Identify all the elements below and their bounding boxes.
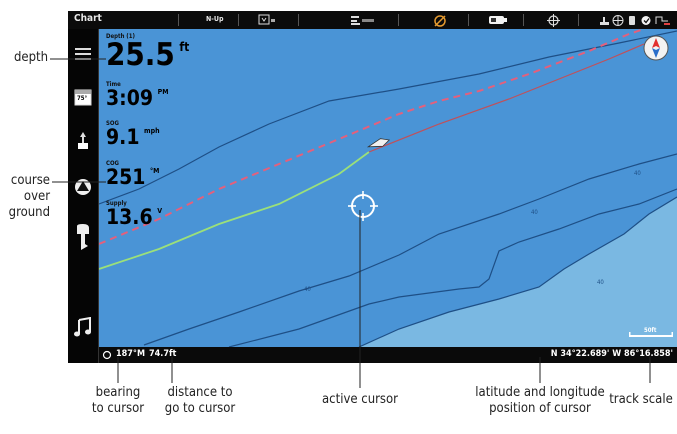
time-databox: Time 3:09 PM <box>106 81 168 109</box>
calendar-icon[interactable]: 75° <box>73 87 93 107</box>
depth-unit: ft <box>179 40 190 54</box>
callout-track-scale: track scale <box>609 392 673 407</box>
contour-line <box>143 153 677 346</box>
sonar-icon[interactable] <box>350 14 376 26</box>
divider <box>238 14 239 26</box>
status-icons <box>600 15 670 26</box>
contour-line <box>99 30 677 205</box>
contour-label: 40 <box>634 170 641 177</box>
callout-distance: distance to go to cursor <box>164 385 236 416</box>
battery-icon <box>489 16 507 24</box>
divider <box>178 14 179 26</box>
depth-value: 25.5 <box>106 37 175 73</box>
callout-depth: depth <box>13 50 48 65</box>
current-track <box>99 151 370 270</box>
heading-line <box>368 43 645 153</box>
active-cursor[interactable] <box>348 191 378 221</box>
contour-line <box>358 196 677 347</box>
contour-label: 40 <box>597 279 604 286</box>
cog-unit: °M <box>150 167 160 175</box>
supply-value: 13.6 <box>106 205 153 229</box>
water-deep <box>359 197 677 347</box>
depth-databox: Depth (1) 25.5 ft <box>106 33 189 71</box>
cursor-target-icon <box>102 350 112 360</box>
target-icon[interactable] <box>547 14 560 27</box>
chart-screen: Chart N-Up <box>68 11 677 363</box>
callout-cog: course over ground <box>8 173 50 220</box>
divider <box>398 14 399 26</box>
sog-databox: SOG 9.1 mph <box>106 120 160 148</box>
top-status-bar: Chart N-Up <box>68 11 677 29</box>
navigation-icon[interactable] <box>73 177 93 197</box>
cursor-position: N 34°22.689' W 86°16.858' <box>550 349 673 359</box>
water-temp-label: 75° <box>77 95 88 102</box>
callout-latlon: latitude and longitude position of curso… <box>475 385 605 416</box>
supply-label: Supply <box>106 200 127 207</box>
supply-databox: Supply 13.6 V <box>106 200 162 228</box>
time-value: 3:09 <box>106 86 153 110</box>
contour-label: 40 <box>531 209 538 216</box>
divider <box>298 14 299 26</box>
compass-icon[interactable] <box>643 35 669 61</box>
callout-active-cursor: active cursor <box>322 392 398 407</box>
old-track <box>99 29 645 245</box>
contour-line <box>228 188 677 347</box>
bearing-to-cursor: 187°M <box>116 349 146 359</box>
divider <box>468 14 469 26</box>
boat-icon <box>366 138 391 148</box>
divider <box>578 14 579 26</box>
depth-sounder-icon[interactable] <box>73 131 93 151</box>
callout-bearing: bearing to cursor <box>91 385 145 416</box>
orientation-label[interactable]: N-Up <box>206 15 224 23</box>
chart-map[interactable]: 40 40 40 40 50ft <box>99 29 677 347</box>
cursor-status-bar: 187°M 74.7ft N 34°22.689' W 86°16.858' <box>99 347 677 363</box>
cog-databox: COG 251 °M <box>106 160 159 188</box>
time-label: Time <box>106 81 121 88</box>
contour-label: 40 <box>304 286 311 293</box>
sog-value: 9.1 <box>106 125 140 149</box>
divider <box>523 14 524 26</box>
time-unit: PM <box>157 88 169 96</box>
sog-unit: mph <box>144 127 160 135</box>
gps-icon[interactable] <box>258 14 276 26</box>
radar-icon[interactable] <box>433 14 447 27</box>
cog-value: 251 <box>106 165 146 189</box>
scale-bar <box>629 335 673 337</box>
cog-label: COG <box>106 160 119 167</box>
distance-to-cursor: 74.7ft <box>149 349 177 359</box>
left-sidebar: 75° <box>68 29 99 363</box>
sog-label: SOG <box>106 120 119 127</box>
music-icon[interactable] <box>73 317 93 339</box>
view-title: Chart <box>74 13 102 24</box>
depth-label: Depth (1) <box>106 33 136 40</box>
supply-unit: V <box>157 207 163 215</box>
scale-label: 50ft <box>644 327 657 334</box>
motor-icon[interactable] <box>73 224 93 252</box>
